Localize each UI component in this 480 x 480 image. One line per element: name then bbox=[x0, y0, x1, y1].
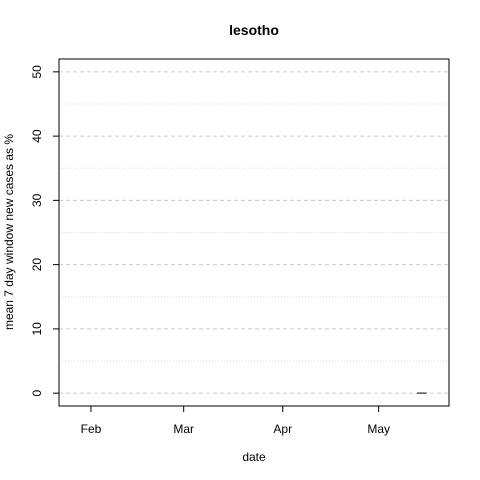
y-tick-label: 20 bbox=[30, 258, 44, 272]
y-tick-label: 50 bbox=[30, 65, 44, 79]
x-tick-label: Apr bbox=[273, 422, 292, 436]
y-tick-label: 10 bbox=[30, 322, 44, 336]
x-tick-label: Mar bbox=[173, 422, 194, 436]
chart-title: lesotho bbox=[229, 22, 279, 38]
y-axis: 0 10 20 30 40 50 bbox=[30, 65, 59, 396]
x-axis: Feb Mar Apr May bbox=[81, 406, 390, 436]
x-axis-label: date bbox=[242, 450, 266, 464]
x-tick-label: Feb bbox=[81, 422, 102, 436]
y-axis-label: mean 7 day window new cases as % bbox=[2, 134, 16, 330]
x-tick-label: May bbox=[367, 422, 390, 436]
y-tick-label: 40 bbox=[30, 129, 44, 143]
grid bbox=[59, 71, 449, 394]
y-tick-label: 30 bbox=[30, 193, 44, 207]
y-tick-label: 0 bbox=[30, 389, 44, 396]
plot-frame bbox=[58, 58, 450, 407]
